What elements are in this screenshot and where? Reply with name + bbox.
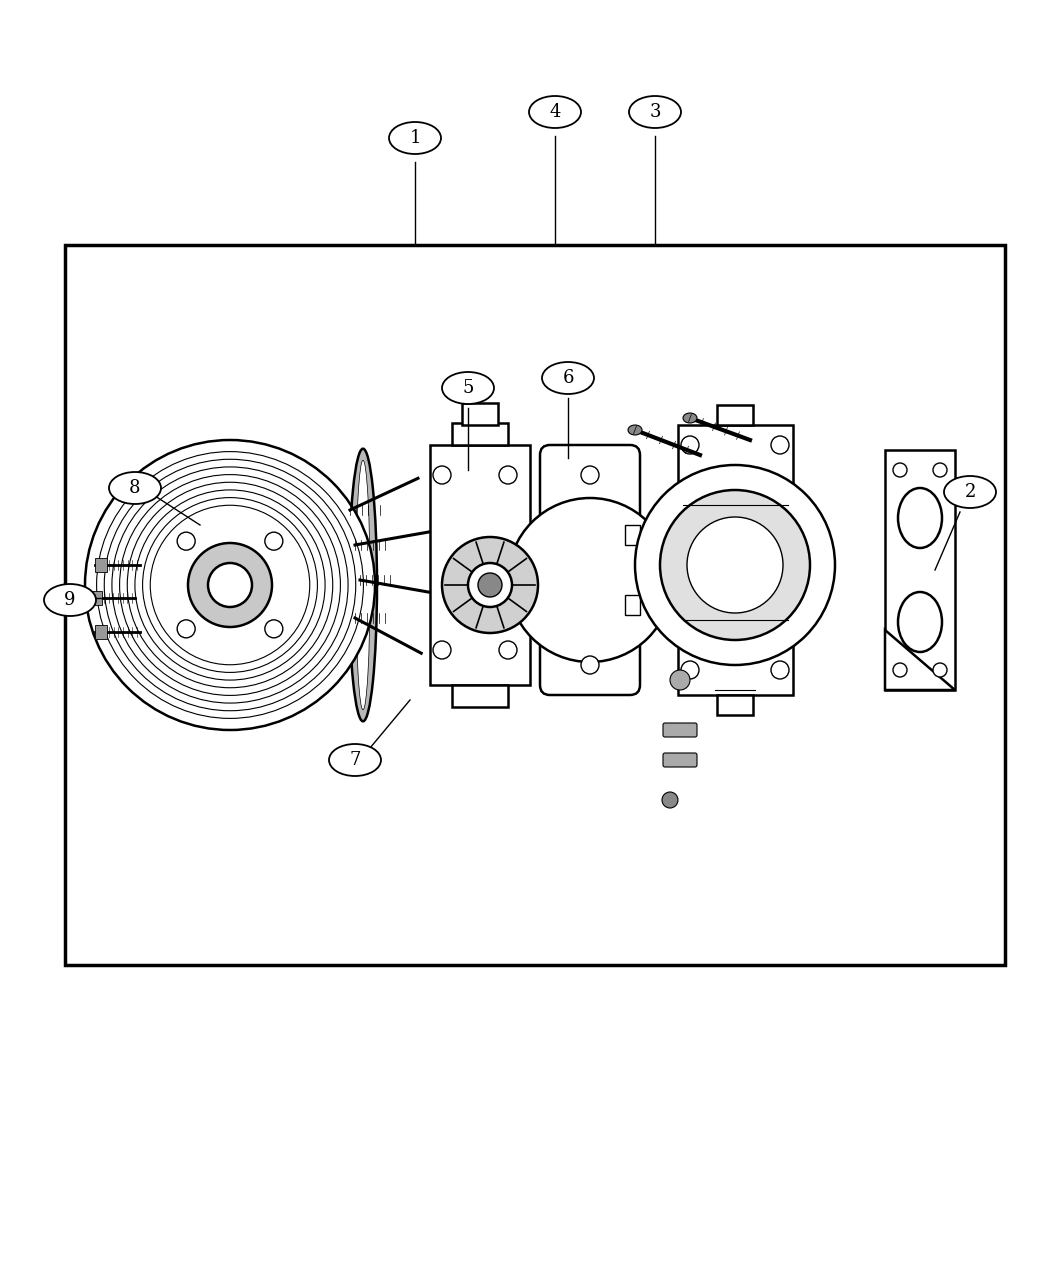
Bar <box>677 425 793 695</box>
Bar <box>452 685 508 708</box>
Circle shape <box>85 440 375 731</box>
Circle shape <box>662 792 678 808</box>
Ellipse shape <box>329 745 381 776</box>
Circle shape <box>499 641 517 659</box>
Circle shape <box>478 572 502 597</box>
Ellipse shape <box>388 122 441 154</box>
Circle shape <box>433 465 452 484</box>
Ellipse shape <box>944 476 996 507</box>
Ellipse shape <box>628 425 642 435</box>
Circle shape <box>581 465 598 484</box>
Text: 9: 9 <box>64 592 76 609</box>
Circle shape <box>468 564 512 607</box>
Bar <box>717 405 753 425</box>
Circle shape <box>635 465 835 666</box>
Text: 5: 5 <box>462 379 474 397</box>
Circle shape <box>265 532 282 550</box>
Text: 6: 6 <box>562 368 573 388</box>
Circle shape <box>177 620 195 638</box>
Circle shape <box>670 669 690 690</box>
Text: 3: 3 <box>649 103 660 121</box>
Circle shape <box>892 463 907 477</box>
Polygon shape <box>885 630 956 690</box>
Circle shape <box>508 499 672 662</box>
Ellipse shape <box>529 96 581 128</box>
Circle shape <box>933 663 947 677</box>
Bar <box>625 595 640 615</box>
Circle shape <box>771 436 789 454</box>
Circle shape <box>687 516 783 613</box>
Bar <box>452 423 508 445</box>
Circle shape <box>933 463 947 477</box>
Text: 2: 2 <box>964 483 975 501</box>
Circle shape <box>681 660 699 680</box>
Circle shape <box>892 663 907 677</box>
Ellipse shape <box>44 584 96 616</box>
Bar <box>430 445 530 685</box>
Ellipse shape <box>356 460 370 710</box>
Text: 7: 7 <box>350 751 361 769</box>
Bar <box>94 625 107 639</box>
Text: 1: 1 <box>410 129 421 147</box>
Ellipse shape <box>442 372 494 404</box>
FancyBboxPatch shape <box>663 723 697 737</box>
Bar <box>793 536 813 585</box>
Ellipse shape <box>349 449 377 722</box>
FancyBboxPatch shape <box>663 754 697 768</box>
Circle shape <box>771 660 789 680</box>
FancyBboxPatch shape <box>540 445 640 695</box>
Text: 4: 4 <box>549 103 561 121</box>
Circle shape <box>208 564 252 607</box>
Ellipse shape <box>682 413 697 423</box>
Circle shape <box>499 465 517 484</box>
Bar <box>65 245 1005 965</box>
Ellipse shape <box>898 488 942 548</box>
Circle shape <box>681 436 699 454</box>
Circle shape <box>188 543 272 627</box>
Bar <box>94 558 107 572</box>
Ellipse shape <box>898 592 942 652</box>
Circle shape <box>177 532 195 550</box>
Circle shape <box>442 537 538 632</box>
Bar <box>625 525 640 544</box>
Circle shape <box>660 490 810 640</box>
Bar <box>717 695 753 715</box>
Circle shape <box>581 657 598 674</box>
Ellipse shape <box>542 362 594 394</box>
Ellipse shape <box>109 472 161 504</box>
Bar <box>90 592 102 606</box>
Circle shape <box>433 641 452 659</box>
Bar <box>462 403 498 425</box>
Bar <box>885 450 956 690</box>
Text: 8: 8 <box>129 479 141 497</box>
Ellipse shape <box>629 96 681 128</box>
Circle shape <box>265 620 282 638</box>
